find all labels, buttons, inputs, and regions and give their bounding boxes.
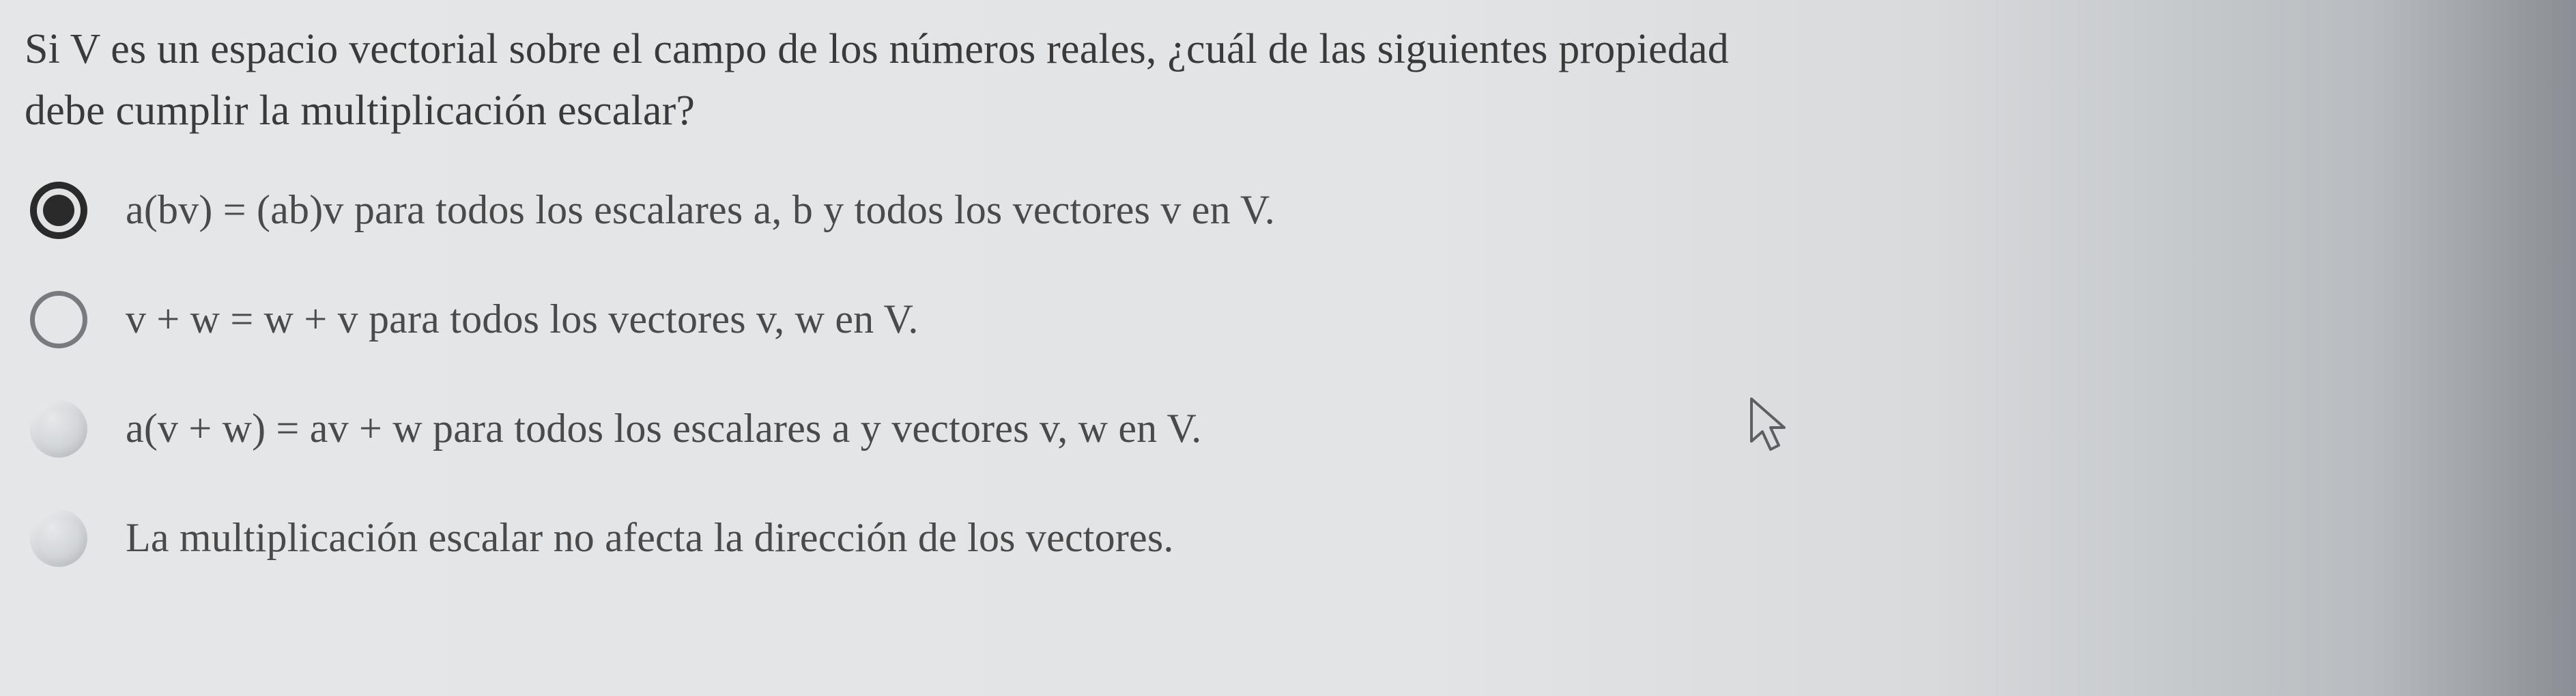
radio-unselected-icon[interactable] — [30, 291, 87, 348]
option-3-label: a(v + w) = av + w para todos los escalar… — [126, 405, 1201, 452]
option-4[interactable]: La multiplicación escalar no afecta la d… — [30, 510, 2562, 567]
radio-unselected-icon[interactable] — [30, 400, 87, 458]
option-1[interactable]: a(bv) = (ab)v para todos los escalares a… — [30, 182, 2562, 239]
option-3[interactable]: a(v + w) = av + w para todos los escalar… — [30, 400, 2562, 458]
question-line-2: debe cumplir la multiplicación escalar? — [25, 87, 695, 134]
option-4-label: La multiplicación escalar no afecta la d… — [126, 514, 1174, 561]
radio-selected-icon[interactable] — [30, 182, 87, 239]
options-group: a(bv) = (ab)v para todos los escalares a… — [25, 182, 2562, 567]
radio-unselected-icon[interactable] — [30, 510, 87, 567]
option-1-label: a(bv) = (ab)v para todos los escalares a… — [126, 186, 1275, 234]
question-text: Si V es un espacio vectorial sobre el ca… — [25, 19, 2562, 142]
option-2-label: v + w = w + v para todos los vectores v,… — [126, 296, 919, 343]
question-line-1: Si V es un espacio vectorial sobre el ca… — [25, 26, 1729, 72]
option-2[interactable]: v + w = w + v para todos los vectores v,… — [30, 291, 2562, 348]
